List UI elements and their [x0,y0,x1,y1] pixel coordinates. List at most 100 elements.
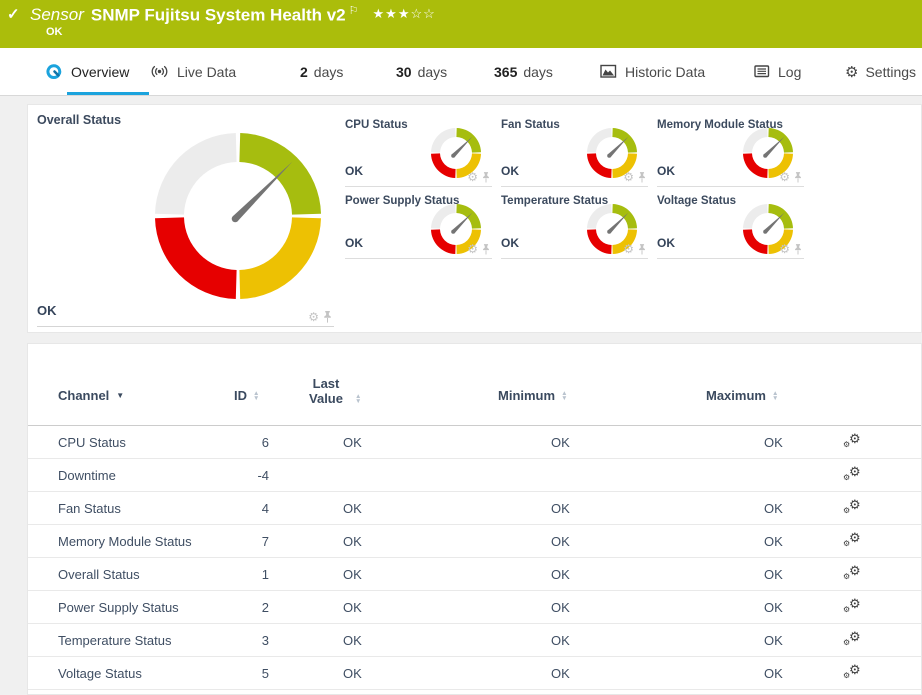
minimum-value: OK [551,632,570,648]
gauge-panel-fan-status: Fan Status OK ⚙ [501,119,648,187]
table-row: Overall Status 1 OK OK OK ⚙ ⚙ [28,558,921,591]
maximum-value: OK [764,500,783,516]
pin-icon[interactable] [323,311,332,323]
table-row: Voltage Status 5 OK OK OK ⚙ ⚙ [28,657,921,690]
tab-live-data[interactable]: Live Data [150,48,236,95]
cpu-status-gauge[interactable] [430,127,482,184]
channel-settings-gears-icon[interactable]: ⚙ ⚙ [843,464,861,482]
tab-historic-data[interactable]: Historic Data [600,48,705,95]
tab-label: days [523,63,553,80]
gear-icon: ⚙ [845,63,859,81]
gear-icon[interactable]: ⚙ [308,310,319,324]
pin-icon[interactable] [482,171,490,183]
minimum-value: OK [551,434,570,450]
sort-icon: ▲ ▼ [561,389,568,402]
power-supply-status-gauge[interactable] [430,203,482,260]
overall-status-gauge[interactable] [153,131,323,306]
area-chart-icon [600,64,617,79]
channel-settings-gears-icon[interactable]: ⚙ ⚙ [843,497,861,515]
pin-icon[interactable] [794,243,802,255]
maximum-value: OK [764,665,783,681]
channel-id: -4 [257,467,269,483]
table-row: Power Supply Status 2 OK OK OK ⚙ ⚙ [28,591,921,624]
gauge-panel-cpu-status: CPU Status OK ⚙ [345,119,492,187]
tab-label: Live Data [177,63,237,80]
minimum-value: OK [551,500,570,516]
panel-title: Power Supply Status [345,195,460,207]
tab-log[interactable]: Log [754,48,801,95]
channel-value: OK [657,164,675,178]
tab-30-days[interactable]: 30 days [396,63,448,80]
channel-settings-gears-icon[interactable]: ⚙ ⚙ [843,662,861,680]
tab-label: days [313,63,344,80]
panel-title: Memory Module Status [657,119,783,131]
channel-settings-gears-icon[interactable]: ⚙ ⚙ [843,596,861,614]
channel-name: Voltage Status [58,665,142,681]
channel-name: CPU Status [58,434,126,450]
maximum-value: OK [764,599,783,615]
column-header-last-value[interactable]: Last Value ▲ ▼ [309,376,362,406]
gear-icon[interactable]: ⚙ [779,242,790,256]
gauge-panel-power-supply-status: Power Supply Status OK ⚙ [345,195,492,259]
channel-table-panel: Channel ▼ ID ▲ ▼ Last Value ▲ ▼ Minimum ▲ ▼… [27,343,922,695]
minimum-value: OK [551,566,570,582]
gear-icon[interactable]: ⚙ [623,170,634,184]
channel-name: Overall Status [58,566,140,582]
pin-icon[interactable] [794,171,802,183]
column-header-maximum[interactable]: Maximum ▲ ▼ [706,388,779,403]
table-header-row: Channel ▼ ID ▲ ▼ Last Value ▲ ▼ Minimum ▲ ▼… [28,344,921,426]
pin-icon[interactable] [482,243,490,255]
channel-id: 5 [261,665,269,681]
maximum-value: OK [764,566,783,582]
tab-settings[interactable]: ⚙ Settings [845,48,916,95]
sort-icon: ▲ ▼ [253,389,260,402]
priority-stars[interactable]: ★★★☆☆ [372,6,436,22]
object-kind-label: Sensor [30,5,84,25]
channel-settings-gears-icon[interactable]: ⚙ ⚙ [843,563,861,581]
channel-settings-gears-icon[interactable]: ⚙ ⚙ [843,431,861,449]
column-header-channel[interactable]: Channel ▼ [58,388,125,403]
channel-id: 3 [261,632,269,648]
memory-module-status-gauge[interactable] [742,127,794,184]
column-header-id[interactable]: ID ▲ ▼ [234,388,260,403]
pin-icon[interactable] [638,243,646,255]
voltage-status-gauge[interactable] [742,203,794,260]
panel-title: Voltage Status [657,195,737,207]
flag-icon: ⚐ [348,5,359,17]
channel-name: Memory Module Status [58,533,192,549]
live-broadcast-icon [150,65,169,78]
tab-overview[interactable]: Overview [46,48,129,95]
column-header-minimum[interactable]: Minimum ▲ ▼ [498,388,568,403]
tab-2-days[interactable]: 2 days [300,63,344,80]
temperature-status-gauge[interactable] [586,203,638,260]
minimum-value: OK [551,599,570,615]
status-check-icon: ✓ [7,6,20,23]
channel-name: Downtime [58,467,116,483]
gear-icon[interactable]: ⚙ [623,242,634,256]
gear-icon[interactable]: ⚙ [467,170,478,184]
channel-settings-gears-icon[interactable]: ⚙ ⚙ [843,530,861,548]
last-value: OK [343,566,362,582]
gear-icon[interactable]: ⚙ [779,170,790,184]
overall-status-panel: Overall Status OK ⚙ [37,113,334,327]
gauge-panel-memory-module-status: Memory Module Status OK ⚙ [657,119,804,187]
channel-settings-gears-icon[interactable]: ⚙ ⚙ [843,629,861,647]
log-list-icon [754,65,770,78]
gear-icon[interactable]: ⚙ [467,242,478,256]
fan-status-gauge[interactable] [586,127,638,184]
channel-id: 6 [261,434,269,450]
tab-label: Settings [865,63,917,80]
tab-365-days[interactable]: 365 days [494,63,553,80]
sensor-status-badge: OK [46,26,63,38]
pin-icon[interactable] [638,171,646,183]
overview-panel: Overall Status OK ⚙ CPU Status OK ⚙ Fan … [27,104,922,333]
table-row: Downtime -4 ⚙ ⚙ [28,459,921,492]
panel-title: CPU Status [345,119,408,131]
channel-id: 2 [261,599,269,615]
sort-icon: ▲ ▼ [355,393,362,405]
sort-icon: ▲ ▼ [771,389,779,402]
maximum-value: OK [764,533,783,549]
panel-title: Overall Status [37,113,122,127]
gauge-panel-temperature-status: Temperature Status OK ⚙ [501,195,648,259]
channel-id: 7 [261,533,269,549]
